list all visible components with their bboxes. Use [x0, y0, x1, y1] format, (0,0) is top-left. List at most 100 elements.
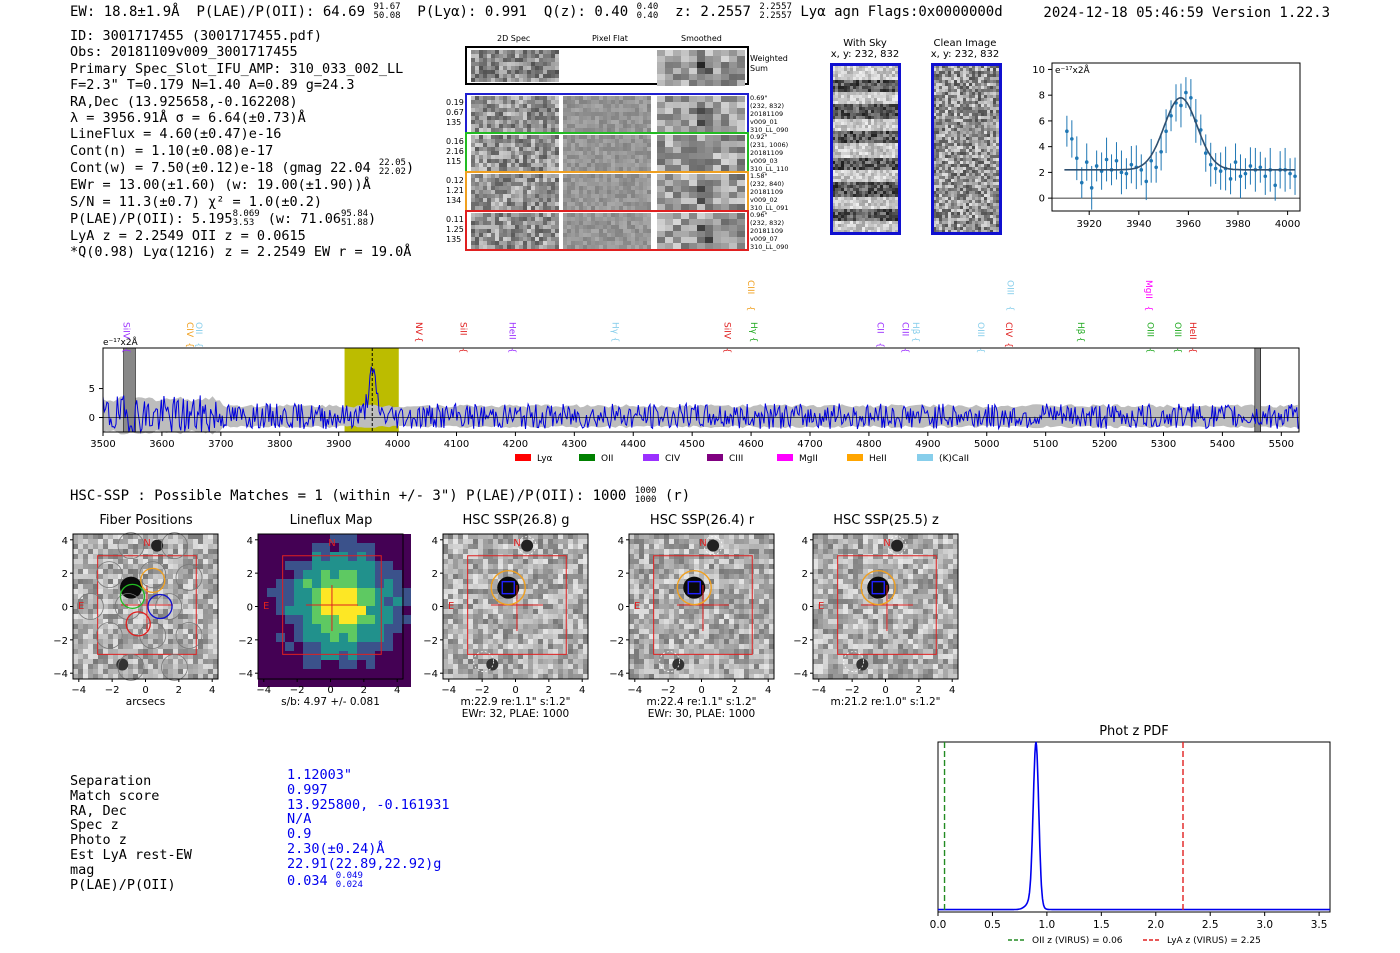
sky-pixel	[853, 619, 858, 624]
sky-pixel	[913, 599, 918, 604]
flux-pixel	[330, 615, 339, 624]
sky-pixel	[694, 549, 699, 554]
sky-pixel	[518, 659, 523, 664]
sky-pixel	[823, 609, 828, 614]
sky-pixel	[918, 644, 923, 649]
sky-pixel	[893, 664, 898, 669]
flux-pixel	[375, 615, 384, 624]
sky-pixel	[78, 654, 83, 659]
sky-pixel	[213, 584, 218, 589]
sky-pixel	[878, 669, 883, 674]
sky-pixel	[863, 579, 868, 584]
sky-pixel	[654, 579, 659, 584]
sky-pixel	[198, 669, 203, 674]
sky-pixel	[103, 649, 108, 654]
x-tick-label: −4	[71, 685, 86, 696]
sky-pixel	[639, 579, 644, 584]
flux-pixel	[285, 597, 294, 606]
sky-pixel	[528, 669, 533, 674]
sky-pixel	[533, 604, 538, 609]
sky-pixel	[759, 604, 764, 609]
sky-pixel	[659, 574, 664, 579]
sky-pixel	[468, 634, 473, 639]
sky-pixel	[128, 639, 133, 644]
sky-pixel	[918, 554, 923, 559]
sky-pixel	[719, 599, 724, 604]
line-label-brace: {	[899, 348, 909, 354]
sky-pixel	[148, 564, 153, 569]
sky-pixel	[639, 539, 644, 544]
sky-pixel	[543, 554, 548, 559]
sky-pixel	[684, 619, 689, 624]
sky-pixel	[818, 569, 823, 574]
sky-pixel	[108, 609, 113, 614]
pdf-curve	[938, 741, 1330, 911]
sky-pixel	[724, 579, 729, 584]
sky-pixel	[848, 544, 853, 549]
sky-pixel	[443, 654, 448, 659]
sky-pixel	[178, 659, 183, 664]
sky-pixel	[113, 539, 118, 544]
line-label-text: CIV	[1003, 322, 1013, 338]
sky-pixel	[873, 634, 878, 639]
sky-pixel	[78, 669, 83, 674]
sky-pixel	[508, 624, 513, 629]
sky-pixel	[478, 614, 483, 619]
flux-pixel	[393, 579, 402, 588]
sky-pixel	[923, 639, 928, 644]
sky-pixel	[903, 604, 908, 609]
sky-pixel	[123, 569, 128, 574]
x-tick-label: 2	[176, 685, 182, 696]
sky-pixel	[178, 644, 183, 649]
sky-pixel	[938, 609, 943, 614]
sky-pixel	[933, 664, 938, 669]
sky-pixel	[513, 609, 518, 614]
data-point	[1159, 150, 1163, 154]
sky-pixel	[933, 544, 938, 549]
sky-pixel	[178, 639, 183, 644]
sky-pixel	[669, 659, 674, 664]
y-tick-label: 0	[618, 603, 624, 614]
sky-pixel	[634, 639, 639, 644]
flux-pixel	[312, 534, 321, 543]
sky-pixel	[719, 544, 724, 549]
sky-pixel	[73, 569, 78, 574]
sky-pixel	[838, 584, 843, 589]
sky-pixel	[193, 604, 198, 609]
sky-pixel	[508, 564, 513, 569]
sky-pixel	[903, 559, 908, 564]
sky-pixel	[208, 589, 213, 594]
flux-pixel	[348, 588, 357, 597]
sky-pixel	[193, 589, 198, 594]
sky-pixel	[533, 644, 538, 649]
sky-pixel	[498, 544, 503, 549]
sky-pixel	[73, 654, 78, 659]
sky-pixel	[578, 649, 583, 654]
east-label: E	[448, 601, 454, 612]
sky-pixel	[649, 569, 654, 574]
sky-pixel	[168, 634, 173, 639]
sky-pixel	[689, 604, 694, 609]
sky-pixel	[133, 534, 138, 539]
sky-pixel	[508, 544, 513, 549]
x-tick-label: −4	[811, 685, 826, 696]
flux-pixel	[312, 660, 321, 669]
sky-pixel	[938, 599, 943, 604]
x-tick-label: −2	[475, 685, 490, 696]
sky-pixel	[213, 624, 218, 629]
sky-pixel	[458, 594, 463, 599]
sky-pixel	[843, 674, 848, 679]
flux-pixel	[303, 660, 312, 669]
sky-pixel	[953, 659, 958, 664]
sky-pixel	[93, 584, 98, 589]
sky-pixel	[578, 619, 583, 624]
sky-pixel	[649, 574, 654, 579]
sky-pixel	[689, 664, 694, 669]
sky-pixel	[483, 629, 488, 634]
sky-pixel	[764, 604, 769, 609]
sky-pixel	[649, 674, 654, 679]
sky-pixel	[568, 589, 573, 594]
sky-pixel	[923, 549, 928, 554]
sky-pixel	[123, 544, 128, 549]
